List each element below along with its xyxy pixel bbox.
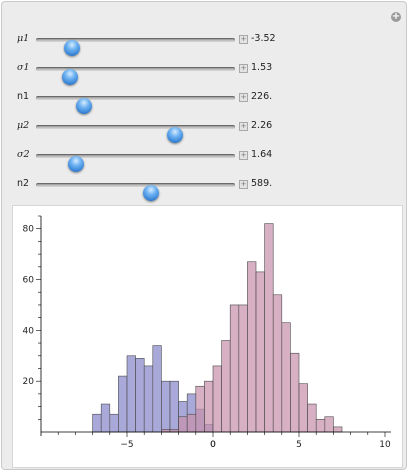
n1-label: n1 bbox=[17, 91, 30, 102]
x-tick-label-4: 10 bbox=[379, 440, 391, 450]
sigma2-slider[interactable] bbox=[36, 154, 235, 172]
series2-bar-20 bbox=[333, 426, 343, 433]
sigma1-control: σ1 + 1.53 bbox=[2, 59, 406, 85]
histogram-plot: −5 0 0 5 10 20 40 60 80 bbox=[12, 205, 403, 468]
mu1-control: μ1 + -3.52 bbox=[2, 30, 406, 56]
n1-control: n1 + 226. bbox=[2, 88, 406, 114]
series2-bar-3 bbox=[186, 413, 197, 433]
mu2-value: 2.26 bbox=[251, 120, 273, 131]
n2-expand-icon[interactable]: + bbox=[239, 180, 248, 189]
sigma2-label: σ2 bbox=[17, 149, 30, 160]
series2-bar-10 bbox=[247, 261, 257, 433]
series2-bar-14 bbox=[281, 322, 291, 433]
n1-slider[interactable] bbox=[36, 96, 235, 114]
series2-bar-19 bbox=[324, 416, 334, 433]
mu1-label: μ1 bbox=[17, 33, 30, 44]
n2-value: 589. bbox=[251, 178, 273, 189]
series1-bar-7 bbox=[152, 345, 162, 433]
series1-bar-4 bbox=[126, 355, 136, 433]
n2-control: n2 + 589. bbox=[2, 175, 406, 201]
mu2-expand-icon[interactable]: + bbox=[239, 122, 248, 131]
n2-slider-thumb[interactable] bbox=[143, 185, 160, 201]
options-plus-icon[interactable]: + bbox=[391, 11, 401, 22]
series2-bar-16 bbox=[298, 383, 308, 433]
mu2-control: μ2 + 2.26 bbox=[2, 117, 406, 143]
n2-label: n2 bbox=[17, 178, 30, 189]
sigma2-value: 1.64 bbox=[251, 149, 273, 160]
x-tick-label-0: −5 bbox=[120, 440, 133, 450]
series2-bar-17 bbox=[307, 403, 317, 433]
series2-bar-8 bbox=[229, 304, 240, 433]
series2-bar-9 bbox=[238, 304, 248, 433]
series2-bar-2 bbox=[178, 416, 188, 433]
sigma1-value: 1.53 bbox=[251, 62, 273, 73]
series1-bar-9 bbox=[169, 380, 179, 433]
sigma2-control: σ2 + 1.64 bbox=[2, 146, 406, 172]
sigma1-expand-icon[interactable]: + bbox=[239, 64, 248, 73]
n1-expand-icon[interactable]: + bbox=[239, 93, 248, 102]
sigma1-label: σ1 bbox=[17, 62, 30, 73]
y-tick-label-3: 80 bbox=[23, 225, 35, 235]
series2-bar-11 bbox=[255, 271, 265, 433]
n2-slider[interactable] bbox=[36, 183, 235, 201]
y-tick-label-1: 40 bbox=[23, 326, 35, 336]
series2-bar-5 bbox=[204, 380, 214, 433]
n1-slider-thumb[interactable] bbox=[75, 98, 92, 114]
y-tick-label-0: 20 bbox=[23, 377, 35, 387]
series1-bar-6 bbox=[143, 365, 154, 433]
sigma1-slider-thumb[interactable] bbox=[61, 69, 78, 85]
series1-bar-2 bbox=[109, 413, 119, 433]
sigma2-expand-icon[interactable]: + bbox=[239, 151, 248, 160]
mu1-slider-thumb[interactable] bbox=[63, 40, 80, 56]
x-tick-label-1: 0 bbox=[210, 440, 216, 450]
series2-bar-13 bbox=[272, 294, 283, 433]
mu2-slider-thumb[interactable] bbox=[167, 127, 184, 143]
series1-bar-3 bbox=[118, 375, 128, 433]
series2-bar-7 bbox=[221, 340, 231, 433]
y-tick-label-2: 60 bbox=[23, 276, 35, 286]
n1-value: 226. bbox=[251, 91, 273, 102]
mu2-slider[interactable] bbox=[36, 125, 235, 143]
x-tick-label-3: 5 bbox=[296, 440, 302, 450]
series1-bar-8 bbox=[161, 380, 171, 433]
series2-bar-12 bbox=[264, 223, 274, 433]
sigma2-slider-thumb[interactable] bbox=[67, 156, 84, 172]
sigma1-slider[interactable] bbox=[36, 67, 235, 85]
series2-bar-6 bbox=[212, 365, 222, 433]
mu1-expand-icon[interactable]: + bbox=[239, 35, 248, 44]
series2-bar-18 bbox=[315, 418, 326, 433]
series1-bar-0 bbox=[92, 413, 102, 433]
x-tick-label-2: 0 bbox=[210, 440, 216, 450]
series2-bar-4 bbox=[195, 385, 205, 433]
mu1-value: -3.52 bbox=[251, 33, 276, 44]
series2-bar-15 bbox=[290, 352, 300, 433]
mu2-label: μ2 bbox=[17, 120, 30, 131]
series1-bar-5 bbox=[135, 358, 145, 433]
series1-bar-1 bbox=[100, 403, 111, 433]
mu1-slider[interactable] bbox=[36, 38, 235, 56]
